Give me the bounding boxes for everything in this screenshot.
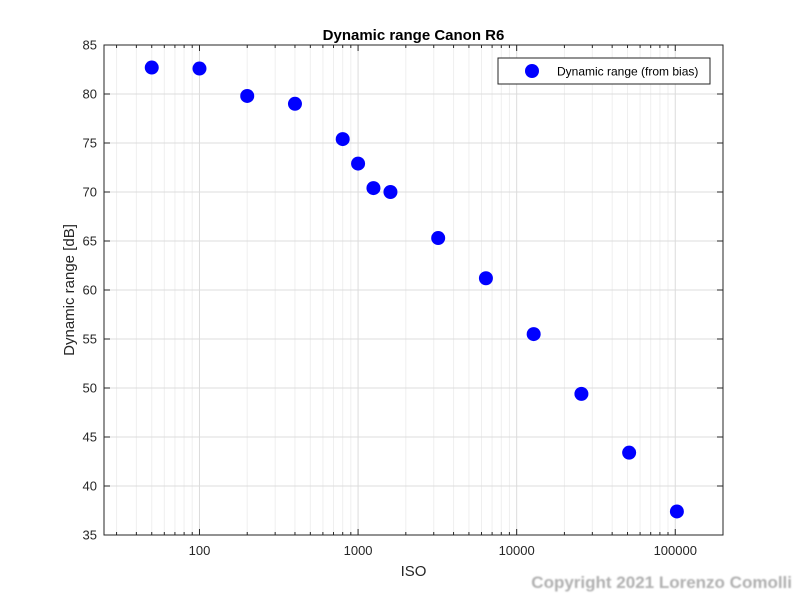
data-point	[335, 132, 350, 147]
y-tick-label: 65	[83, 234, 97, 249]
data-point	[622, 445, 637, 460]
y-tick-label: 75	[83, 136, 97, 151]
data-point	[366, 181, 381, 196]
y-tick-label: 70	[83, 185, 97, 200]
data-point	[240, 88, 255, 103]
data-point	[383, 185, 398, 199]
data-point	[287, 96, 302, 111]
legend-label: Dynamic range (from bias)	[557, 65, 698, 79]
y-tick-label: 85	[83, 38, 97, 53]
data-point	[526, 327, 541, 342]
x-tick-label: 1000	[344, 543, 373, 558]
grid-lines	[104, 45, 723, 535]
y-tick-label: 55	[83, 332, 97, 347]
data-point	[192, 61, 207, 76]
data-point	[478, 271, 493, 286]
data-point	[669, 504, 684, 519]
legend: Dynamic range (from bias)	[497, 57, 711, 85]
y-tick-label: 50	[83, 381, 97, 396]
axis-ticks	[104, 44, 723, 536]
x-axis-label: ISO	[401, 563, 427, 580]
data-point	[431, 231, 446, 246]
data-point	[574, 386, 589, 401]
data-point	[144, 60, 159, 75]
y-tick-label: 35	[83, 528, 97, 543]
x-tick-label: 100	[189, 543, 211, 558]
tick-labels: 100 1000 10000 100000 35 40 45 50 55 60 65 70 75 80 85	[83, 38, 697, 559]
y-axis-label: Dynamic range [dB]	[61, 224, 78, 356]
y-tick-label: 80	[83, 87, 97, 102]
chart-title: Dynamic range Canon R6	[323, 27, 505, 44]
data-point	[351, 156, 366, 171]
y-tick-label: 45	[83, 430, 97, 445]
x-tick-label: 10000	[499, 543, 535, 558]
data-points	[144, 60, 684, 519]
copyright-watermark: Copyright 2021 Lorenzo Comolli	[531, 573, 792, 592]
y-tick-label: 40	[83, 479, 97, 494]
legend-marker	[525, 64, 539, 78]
x-tick-label: 100000	[654, 543, 697, 558]
y-tick-label: 60	[83, 283, 97, 298]
